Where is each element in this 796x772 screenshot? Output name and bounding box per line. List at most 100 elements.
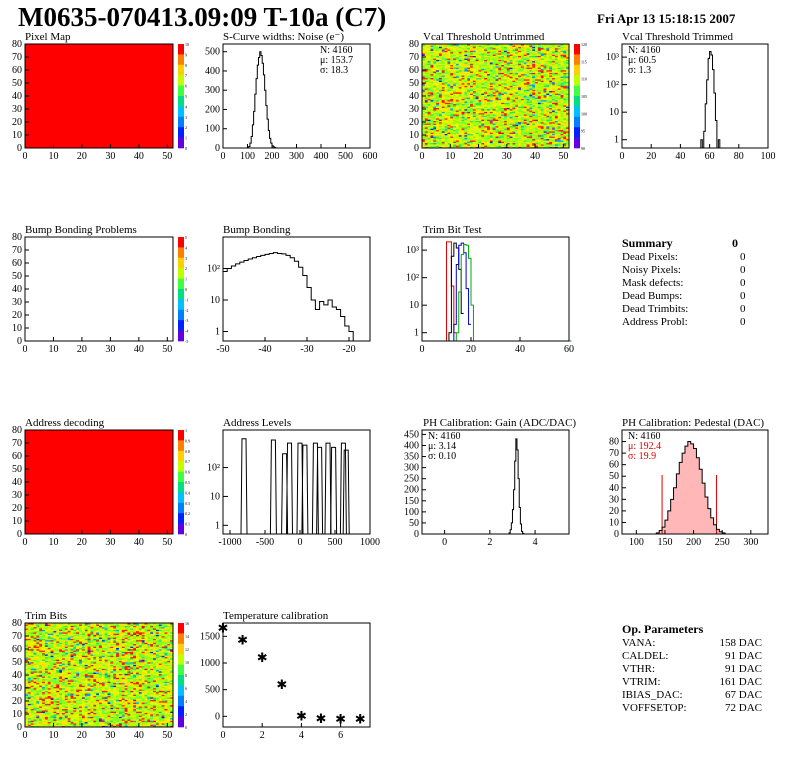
- heatmap-cell: [36, 680, 40, 682]
- heatmap-cell: [444, 110, 448, 112]
- heatmap-cell: [475, 131, 479, 133]
- heatmap-cell: [472, 125, 477, 128]
- heatmap-cell: [444, 109, 448, 111]
- heatmap-cell: [470, 86, 474, 89]
- heatmap-cell: [481, 109, 485, 111]
- heatmap-cell: [433, 101, 437, 103]
- heatmap-cell: [25, 643, 29, 646]
- colorbar-swatch: [574, 64, 580, 76]
- heatmap-cell: [509, 64, 513, 67]
- heatmap-cell: [487, 110, 491, 112]
- heatmap-cell: [39, 704, 43, 707]
- heatmap-cell: [453, 103, 457, 106]
- heatmap-cell: [518, 92, 522, 94]
- heatmap-cell: [523, 120, 527, 123]
- heatmap-cell: [25, 694, 29, 697]
- heatmap-cell: [453, 118, 457, 120]
- heatmap-cell: [430, 57, 434, 59]
- heatmap-cell: [33, 717, 37, 720]
- heatmap-cell: [501, 89, 505, 92]
- heatmap-cell: [515, 142, 519, 145]
- heatmap-cell: [535, 76, 539, 79]
- heatmap-cell: [484, 89, 488, 92]
- heatmap-cell: [481, 133, 485, 136]
- heatmap-cell: [33, 671, 37, 673]
- heatmap-cell: [495, 144, 499, 146]
- heatmap-cell: [515, 115, 519, 118]
- heatmap-cell: [447, 60, 451, 63]
- heatmap-cell: [557, 137, 561, 140]
- heatmap-cell: [543, 98, 547, 101]
- heatmap-cell: [549, 106, 553, 108]
- heatmap-cell: [509, 118, 513, 120]
- heatmap-cell: [467, 118, 471, 120]
- heatmap-cell: [509, 73, 513, 76]
- heatmap-cell: [537, 77, 542, 80]
- heatmap-cell: [554, 115, 558, 118]
- heatmap-cell: [495, 55, 499, 58]
- heatmap-cell: [509, 62, 513, 64]
- heatmap-cell: [427, 142, 431, 145]
- heatmap-cell: [33, 704, 37, 707]
- heatmap-cell: [470, 115, 474, 118]
- heatmap-cell: [467, 84, 471, 86]
- heatmap-cell: [518, 62, 522, 64]
- heatmap-cell: [424, 109, 428, 111]
- heatmap-cell: [515, 145, 519, 147]
- heatmap-cell: [518, 142, 522, 145]
- heatmap-cell: [487, 55, 491, 58]
- x-tick-label: 50: [162, 537, 172, 548]
- heatmap-cell: [33, 714, 37, 716]
- heatmap-cell: [518, 66, 522, 68]
- heatmap-cell: [481, 141, 485, 144]
- heatmap-cell: [467, 115, 471, 118]
- heatmap-cell: [458, 88, 462, 90]
- heatmap-cell: [481, 110, 485, 112]
- heatmap-cell: [475, 50, 479, 53]
- y-tick-label: 40: [12, 477, 22, 488]
- heatmap-cell: [433, 88, 437, 90]
- heatmap-cell: [438, 50, 443, 53]
- heatmap-cell: [36, 656, 40, 659]
- heatmap-cell: [554, 66, 558, 68]
- heatmap-cell: [467, 119, 471, 121]
- heatmap-cell: [447, 71, 451, 73]
- heatmap-cell: [424, 132, 428, 134]
- heatmap-cell: [484, 103, 488, 106]
- heatmap-cell: [427, 80, 431, 82]
- heatmap-cell: [518, 140, 522, 142]
- heatmap-cell: [467, 54, 471, 56]
- heatmap-cell: [489, 57, 493, 59]
- heatmap-cell: [512, 103, 516, 106]
- heatmap-cell: [503, 92, 508, 94]
- heatmap-cell: [557, 53, 561, 55]
- heatmap-cell: [498, 138, 502, 141]
- heatmap-cell: [554, 97, 558, 99]
- heatmap-cell: [455, 63, 460, 66]
- heatmap-cell: [27, 636, 31, 638]
- heatmap-cell: [27, 714, 31, 716]
- heatmap-cell: [424, 93, 428, 95]
- heatmap-cell: [436, 89, 440, 92]
- heatmap-cell: [487, 145, 491, 147]
- heatmap-cell: [458, 84, 462, 86]
- heatmap-cell: [509, 50, 513, 53]
- heatmap-cell: [433, 47, 437, 50]
- heatmap-cell: [455, 136, 460, 138]
- heatmap-cell: [478, 80, 482, 82]
- heatmap-cell: [560, 122, 564, 124]
- heatmap-cell: [461, 112, 465, 115]
- heatmap-cell: [560, 55, 564, 58]
- level-peak: [316, 446, 324, 535]
- heatmap-cell: [455, 116, 460, 119]
- heatmap-cell: [560, 131, 564, 133]
- heatmap-cell: [501, 127, 505, 129]
- heatmap-cell: [563, 58, 567, 60]
- heatmap-cell: [549, 59, 553, 62]
- heatmap-cell: [450, 44, 454, 46]
- heatmap-cell: [498, 60, 502, 63]
- heatmap-cell: [455, 131, 460, 133]
- heatmap-cell: [523, 116, 527, 119]
- heatmap-cell: [535, 118, 539, 120]
- heatmap-cell: [540, 138, 544, 141]
